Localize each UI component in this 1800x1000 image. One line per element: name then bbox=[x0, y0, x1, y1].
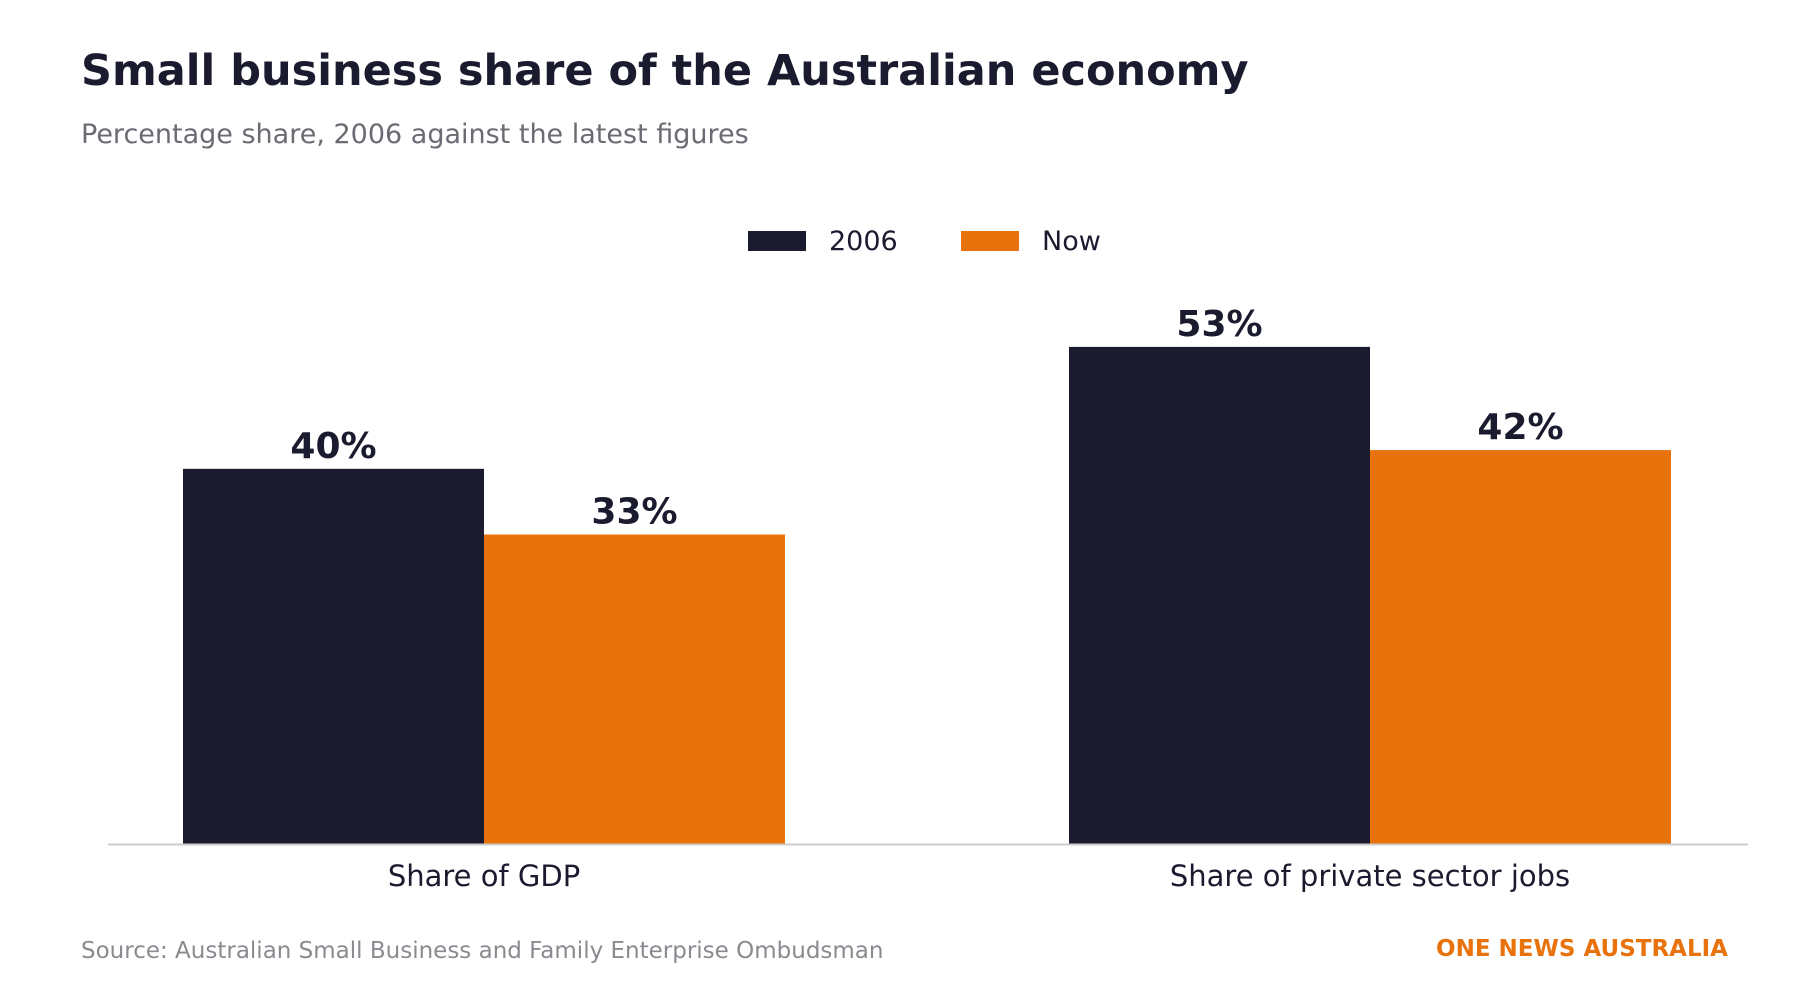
data-label-2006-1: 53% bbox=[1176, 304, 1262, 345]
data-label-2006-0: 40% bbox=[290, 426, 376, 467]
data-label-now-0: 33% bbox=[591, 491, 677, 532]
legend-swatch-1 bbox=[961, 231, 1019, 251]
bar-2006-1 bbox=[1069, 346, 1370, 844]
data-label-now-1: 42% bbox=[1477, 407, 1563, 448]
bar-2006-0 bbox=[183, 468, 484, 844]
source-note: Source: Australian Small Business and Fa… bbox=[81, 938, 884, 964]
brand-logo-text: ONE NEWS AUSTRALIA bbox=[1436, 936, 1728, 962]
bar-now-1 bbox=[1370, 450, 1671, 844]
legend-label-1: Now bbox=[1042, 226, 1101, 257]
legend-label-0: 2006 bbox=[829, 226, 898, 257]
chart-subtitle: Percentage share, 2006 against the lates… bbox=[81, 119, 749, 150]
bar-now-0 bbox=[484, 534, 785, 844]
category-label-0: Share of GDP bbox=[388, 859, 580, 893]
legend-swatch-0 bbox=[748, 231, 806, 251]
chart-title: Small business share of the Australian e… bbox=[81, 46, 1249, 96]
category-label-1: Share of private sector jobs bbox=[1170, 859, 1570, 893]
